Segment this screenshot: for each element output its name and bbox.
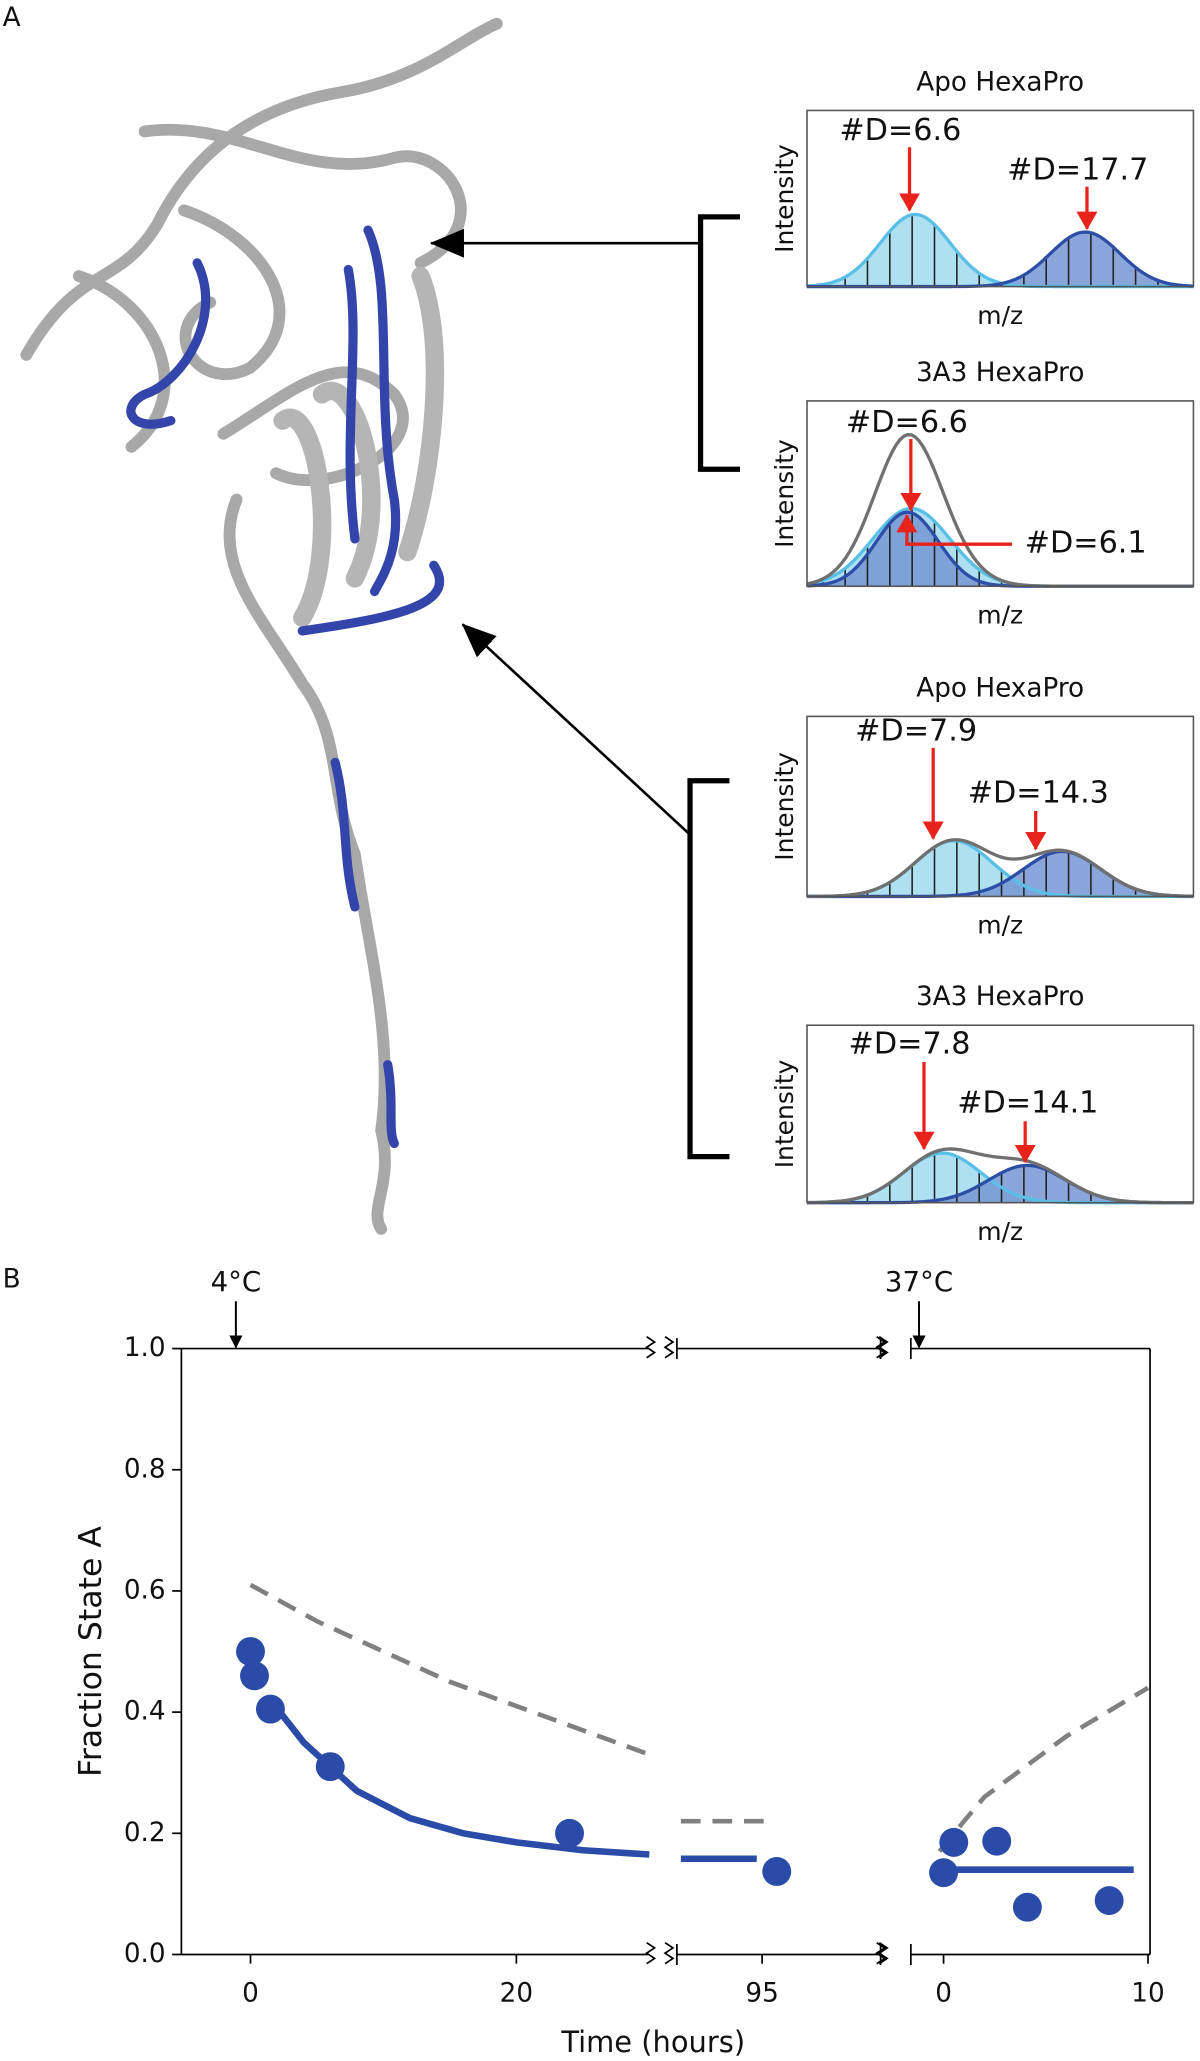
spectrum-frame bbox=[806, 715, 1195, 898]
data-point bbox=[236, 1637, 265, 1666]
spectrum-y-label: Intensity bbox=[770, 439, 799, 548]
spectrum-x-label: m/z bbox=[977, 301, 1023, 330]
x-tick-label: 20 bbox=[500, 1978, 533, 2008]
panel-label: B bbox=[3, 1265, 21, 1295]
data-point bbox=[315, 1752, 345, 1782]
y-tick-label: 0.4 bbox=[124, 1697, 166, 1727]
data-point bbox=[1094, 1886, 1124, 1916]
peak-label: #D=7.8 bbox=[849, 1026, 971, 1061]
peak-fill bbox=[807, 231, 1194, 287]
spectrum-y-label: Intensity bbox=[770, 144, 799, 253]
x-tick-label: 0 bbox=[242, 1978, 259, 2008]
peak-fill bbox=[807, 851, 1194, 897]
data-point bbox=[1012, 1892, 1042, 1922]
data-point bbox=[982, 1826, 1012, 1856]
y-tick-label: 1.0 bbox=[124, 1333, 166, 1363]
temperature-label: 4°C bbox=[211, 1265, 262, 1298]
spectrum-y-label: Intensity bbox=[770, 1059, 799, 1168]
envelope bbox=[806, 1147, 1194, 1205]
peak-fill bbox=[807, 214, 1194, 287]
brackets bbox=[429, 214, 740, 1160]
peak-label: #D=14.1 bbox=[957, 1086, 1098, 1121]
spectrum-frame bbox=[806, 400, 1195, 588]
peak-label: #D=6.1 bbox=[1025, 526, 1147, 561]
axis-break bbox=[875, 1941, 889, 1965]
spectrum-frame bbox=[806, 1024, 1195, 1204]
envelope bbox=[807, 838, 1194, 899]
y-axis-label: Fraction State A bbox=[73, 1526, 109, 1777]
dashed-curve bbox=[249, 1582, 651, 1757]
peak-fill bbox=[807, 1152, 1194, 1203]
data-point bbox=[762, 1857, 792, 1886]
dashed-curve bbox=[937, 1685, 1150, 1853]
fit-curve bbox=[267, 1697, 650, 1858]
x-tick-label: 0 bbox=[935, 1978, 952, 2008]
spectrum-title: 3A3 HexaPro bbox=[916, 982, 1085, 1012]
spectrum-frame bbox=[806, 109, 1195, 288]
data-point bbox=[255, 1694, 285, 1724]
spectrum-title: Apo HexaPro bbox=[916, 673, 1084, 703]
peak-label: #D=17.7 bbox=[1007, 152, 1148, 187]
data-point bbox=[555, 1818, 585, 1848]
x-tick-label: 10 bbox=[1131, 1978, 1164, 2008]
y-tick-label: 0.2 bbox=[124, 1818, 166, 1848]
temperature-label: 37°C bbox=[885, 1265, 953, 1298]
spectrum-x-label: m/z bbox=[977, 1217, 1023, 1246]
red-arrow bbox=[896, 513, 1013, 546]
data-point bbox=[929, 1858, 959, 1888]
data-point bbox=[939, 1827, 969, 1857]
peak-label: #D=14.3 bbox=[968, 775, 1109, 810]
spectrum-y-label: Intensity bbox=[770, 752, 799, 861]
peak-fill bbox=[807, 840, 1194, 897]
peak-label: #D=6.6 bbox=[846, 405, 968, 440]
spectrum-x-label: m/z bbox=[977, 911, 1023, 940]
panel-label: A bbox=[3, 3, 21, 33]
peak-label: #D=6.6 bbox=[839, 113, 961, 148]
x-axis-label: Time (hours) bbox=[560, 2025, 745, 2059]
peak-fill bbox=[807, 1165, 1194, 1203]
data-point bbox=[240, 1661, 269, 1691]
protein-structure bbox=[20, 17, 503, 1235]
axis-break bbox=[645, 1336, 675, 1359]
y-tick-label: 0.6 bbox=[124, 1575, 166, 1605]
axis-break bbox=[645, 1941, 675, 1965]
spectrum-title: Apo HexaPro bbox=[916, 67, 1084, 97]
axis-break bbox=[875, 1336, 889, 1359]
peak-label: #D=7.9 bbox=[855, 714, 977, 749]
spectrum-x-label: m/z bbox=[977, 600, 1023, 629]
y-tick-label: 0.0 bbox=[124, 1939, 166, 1969]
x-tick-label: 95 bbox=[745, 1978, 778, 2008]
y-tick-label: 0.8 bbox=[124, 1454, 166, 1484]
spectrum-title: 3A3 HexaPro bbox=[916, 358, 1085, 388]
